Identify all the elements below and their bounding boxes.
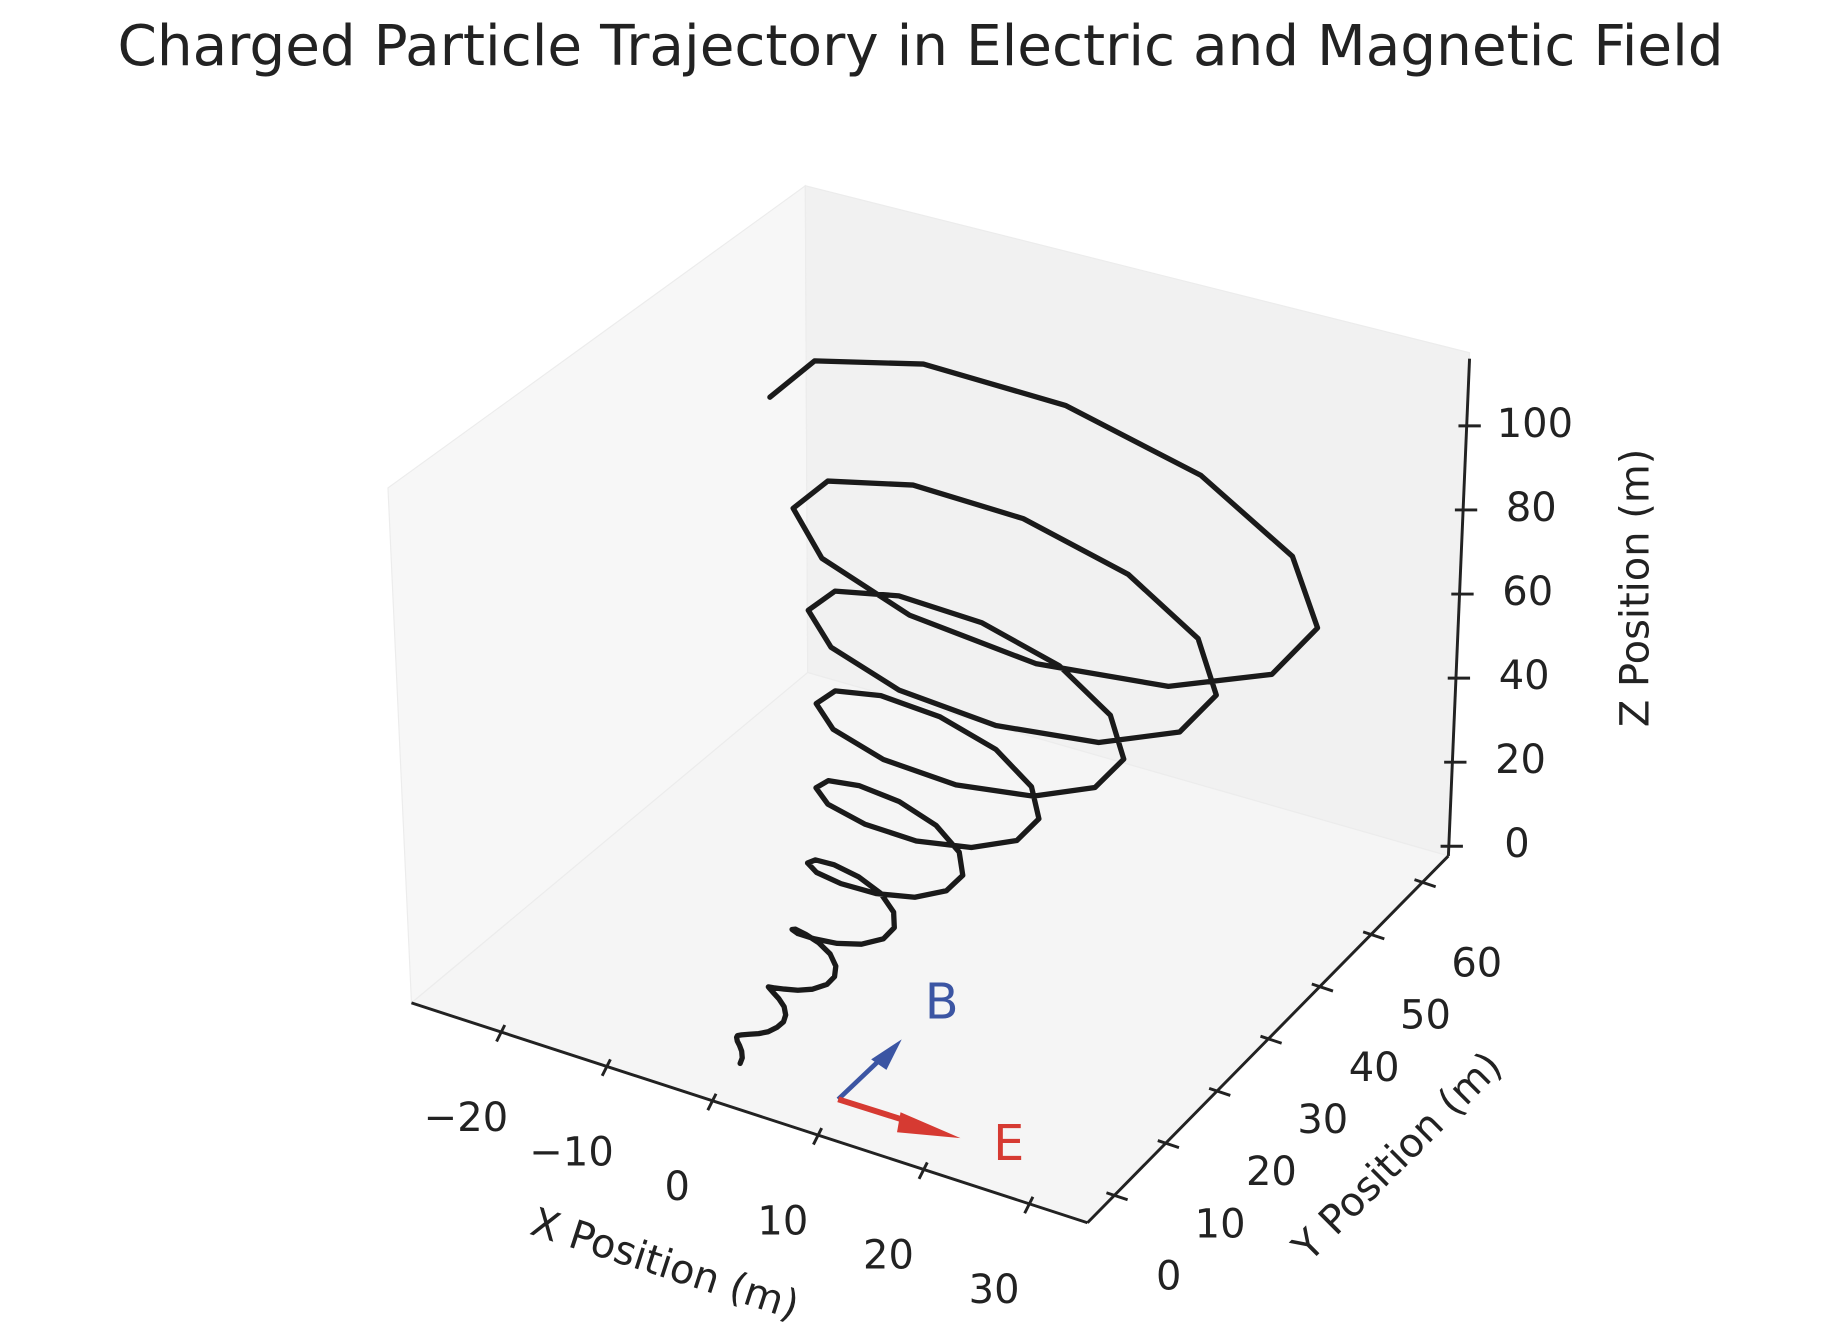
x-tick-label: 30 (969, 1267, 1020, 1313)
y-tick (1260, 1034, 1283, 1045)
e-arrow-shaft (837, 1096, 907, 1124)
b-field-arrow (836, 1039, 902, 1101)
y-tick-label: 10 (1195, 1201, 1246, 1247)
x-tick (600, 1058, 612, 1077)
y-tick-label: 0 (1156, 1254, 1181, 1300)
x-tick-label: −10 (529, 1130, 613, 1176)
plot-area (733, 358, 1321, 1067)
e-label: E (993, 1114, 1024, 1172)
x-tick-label: 0 (665, 1164, 690, 1210)
y-tick (1157, 1139, 1180, 1149)
x-tick (495, 1024, 507, 1043)
y-tick-label: 30 (1297, 1097, 1348, 1143)
y-tick (1311, 982, 1334, 993)
z-axis-label: Z Position (m) (1613, 449, 1659, 728)
x-axis (411, 1001, 1088, 1225)
z-tick-label: 20 (1495, 737, 1546, 783)
z-tick-label: 60 (1502, 569, 1553, 615)
e-field-arrow (837, 1096, 961, 1139)
x-tick (812, 1127, 823, 1146)
x-tick-label: 10 (757, 1198, 808, 1244)
x-tick (1023, 1196, 1035, 1214)
z-tick-label: 0 (1504, 821, 1529, 867)
x-tick (917, 1161, 929, 1180)
y-tick (1208, 1086, 1231, 1097)
b-arrow-shaft (836, 1054, 886, 1101)
y-tick (1362, 930, 1385, 941)
z-tick-label: 40 (1499, 653, 1550, 699)
e-arrow-head (897, 1112, 961, 1139)
b-label: B (925, 973, 959, 1031)
z-axis (1446, 358, 1472, 856)
y-tick-label: 60 (1451, 940, 1502, 986)
y-tick-label: 20 (1246, 1149, 1297, 1195)
z-tick-label: 80 (1506, 485, 1557, 531)
x-tick (706, 1093, 718, 1111)
z-tick-label: 100 (1497, 401, 1573, 447)
y-tick (1105, 1191, 1129, 1202)
y-tick (1414, 878, 1437, 889)
chart-title: Charged Particle Trajectory in Electric … (117, 14, 1723, 79)
x-tick-label: −20 (424, 1095, 508, 1141)
y-tick-label: 40 (1349, 1045, 1400, 1091)
trajectory (733, 358, 1321, 1067)
x-tick-label: 20 (863, 1233, 914, 1279)
y-tick-label: 50 (1400, 993, 1451, 1039)
b-arrow-head (871, 1039, 902, 1070)
